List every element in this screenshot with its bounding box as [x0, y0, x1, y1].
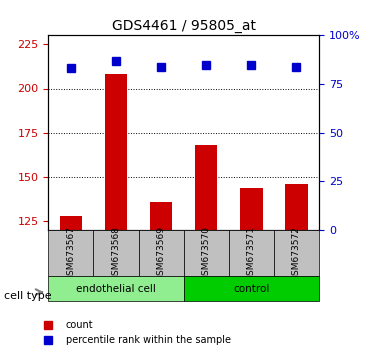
FancyBboxPatch shape	[274, 230, 319, 276]
FancyBboxPatch shape	[184, 276, 319, 301]
Text: GSM673568: GSM673568	[111, 225, 121, 281]
Text: GSM673569: GSM673569	[157, 225, 165, 281]
Text: cell type: cell type	[4, 291, 51, 301]
Bar	[240, 188, 263, 230]
Bar	[59, 216, 82, 230]
Text: GSM673570: GSM673570	[202, 225, 211, 281]
Title: GDS4461 / 95805_at: GDS4461 / 95805_at	[112, 19, 256, 33]
Bar	[105, 74, 127, 230]
Text: GSM673571: GSM673571	[247, 225, 256, 281]
Text: GSM673572: GSM673572	[292, 225, 301, 281]
FancyBboxPatch shape	[138, 230, 184, 276]
FancyBboxPatch shape	[48, 276, 184, 301]
Bar	[195, 145, 217, 230]
Bar	[150, 202, 173, 230]
FancyBboxPatch shape	[229, 230, 274, 276]
Text: GSM673567: GSM673567	[66, 225, 75, 281]
FancyBboxPatch shape	[93, 230, 138, 276]
Legend: count, percentile rank within the sample: count, percentile rank within the sample	[35, 316, 234, 349]
FancyBboxPatch shape	[184, 230, 229, 276]
Text: endothelial cell: endothelial cell	[76, 284, 156, 293]
Text: control: control	[233, 284, 270, 293]
Bar	[285, 184, 308, 230]
FancyBboxPatch shape	[48, 230, 93, 276]
